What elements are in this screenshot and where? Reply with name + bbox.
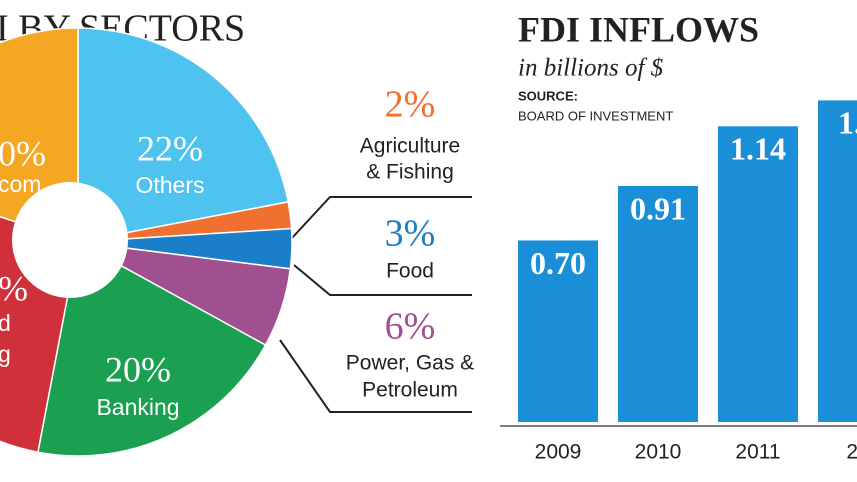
slice-value-label: 22% bbox=[137, 128, 203, 168]
slice-name: Petroleum bbox=[362, 379, 458, 402]
slice-value-label: % bbox=[0, 268, 28, 308]
x-tick-label: 2010 bbox=[635, 441, 682, 464]
source-label: SOURCE: bbox=[518, 88, 578, 103]
callout-lines bbox=[279, 196, 472, 413]
x-tick-label: 2011 bbox=[735, 441, 780, 464]
bar bbox=[818, 100, 857, 422]
bar-subtitle: in billions of $ bbox=[518, 55, 664, 82]
bar-value-label: 0.91 bbox=[630, 190, 686, 226]
slice-value-label: 0% bbox=[0, 133, 46, 173]
slice-name: Others bbox=[135, 172, 204, 198]
bar bbox=[618, 185, 698, 422]
slice-value-label: 6% bbox=[385, 306, 436, 348]
source: BOARD OF INVESTMENT bbox=[518, 108, 673, 123]
slice-name: com bbox=[0, 171, 41, 197]
bar-value-label: 1.2 bbox=[838, 105, 857, 141]
bar bbox=[518, 240, 598, 422]
callout-line bbox=[279, 339, 472, 413]
slice-name: Power, Gas & bbox=[346, 352, 474, 375]
x-tick-label: 2009 bbox=[535, 441, 582, 464]
callout-line bbox=[293, 264, 472, 296]
slice-name: Banking bbox=[96, 394, 179, 420]
slice-name: d bbox=[0, 310, 11, 336]
x-tick-label: 20 bbox=[846, 441, 857, 464]
slice-value-label: 20% bbox=[105, 349, 171, 389]
bar-value-label: 1.14 bbox=[730, 131, 786, 167]
bar bbox=[718, 126, 798, 422]
slice-name: g bbox=[0, 341, 11, 367]
bar-value-label: 0.70 bbox=[530, 245, 586, 281]
slice-value-label: 2% bbox=[385, 84, 436, 126]
slice-value-label: 3% bbox=[385, 213, 436, 255]
slice-name: Food bbox=[386, 260, 434, 283]
bar-title: FDI INFLOWS bbox=[518, 9, 759, 49]
slice-name: Agriculture bbox=[360, 135, 460, 158]
pie-slice bbox=[77, 27, 290, 243]
pie-slice bbox=[37, 240, 267, 457]
slice-name: & Fishing bbox=[366, 161, 454, 184]
callout-line bbox=[291, 196, 472, 239]
donut-hole bbox=[12, 182, 128, 298]
